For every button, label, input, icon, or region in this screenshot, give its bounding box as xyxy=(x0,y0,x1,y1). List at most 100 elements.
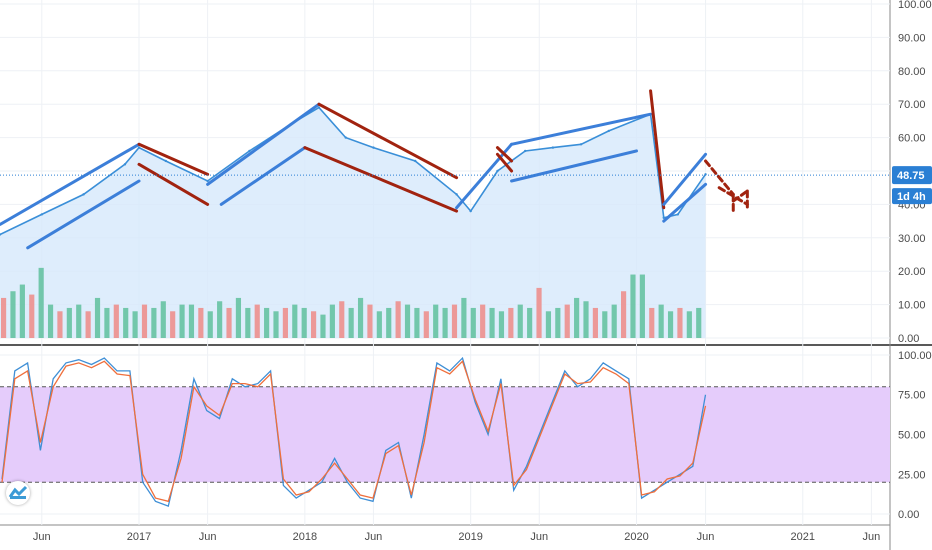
price-tick-label: 70.00 xyxy=(898,99,926,111)
price-tick-label: 60.00 xyxy=(898,133,926,145)
channel-line xyxy=(510,112,653,146)
volume-bar xyxy=(489,307,495,338)
price-tick-label: 10.00 xyxy=(898,300,926,312)
volume-bar xyxy=(29,294,35,338)
price-point xyxy=(607,129,610,133)
channel-line xyxy=(455,142,514,210)
volume-bar xyxy=(339,301,345,338)
volume-bar xyxy=(611,304,617,338)
volume-bar xyxy=(574,297,580,338)
volume-bar xyxy=(592,307,598,338)
price-area-fill xyxy=(0,107,706,338)
volume-bar xyxy=(198,307,204,338)
price-point xyxy=(344,136,347,139)
volume-bar xyxy=(649,307,655,338)
volume-bar xyxy=(320,314,326,338)
volume-bar xyxy=(667,311,674,338)
price-point xyxy=(704,173,707,176)
volume-bar xyxy=(245,307,251,338)
volume-bar xyxy=(104,307,110,338)
stoch-tick-label: 25.00 xyxy=(898,469,926,481)
price-point xyxy=(455,193,458,196)
channel-line xyxy=(662,152,708,206)
price-point xyxy=(82,193,85,196)
volume-bar xyxy=(123,307,129,338)
channel-line xyxy=(510,149,638,183)
time-tick-label: 2020 xyxy=(624,531,648,543)
price-tick-label: 80.00 xyxy=(898,66,926,78)
price-point xyxy=(248,149,251,153)
channel-line xyxy=(206,102,321,186)
volume-bar xyxy=(170,311,176,338)
price-tick-label: 30.00 xyxy=(898,233,926,245)
volume-bar xyxy=(301,307,307,338)
price-area xyxy=(0,107,706,338)
last-price-tag xyxy=(892,166,932,185)
time-tick-label: Jun xyxy=(697,531,715,543)
stoch-tick-label: 75.00 xyxy=(898,390,926,402)
volume-bar xyxy=(292,304,298,338)
price-point xyxy=(137,146,141,149)
price-tick-label: 100.00 xyxy=(898,0,932,11)
volume-bar xyxy=(395,301,401,338)
volume-bar xyxy=(132,311,138,338)
volume-bar xyxy=(217,301,223,338)
volume-bar xyxy=(141,304,148,338)
trend-line xyxy=(495,152,514,173)
price-point xyxy=(0,233,2,236)
volume-bars xyxy=(1,267,702,338)
volume-bar xyxy=(207,311,213,338)
volume-bar xyxy=(113,304,119,338)
volume-bar xyxy=(10,291,16,338)
volume-bar xyxy=(179,304,185,338)
drawing-annotations[interactable] xyxy=(0,89,749,250)
tradingview-logo-icon[interactable] xyxy=(6,481,30,505)
price-point xyxy=(551,146,555,149)
stoch-tick-label: 50.00 xyxy=(898,430,926,442)
volume-bar xyxy=(1,297,7,338)
volume-bar xyxy=(282,307,288,338)
volume-bar xyxy=(658,304,664,338)
volume-bar xyxy=(480,304,486,338)
volume-bar xyxy=(564,304,570,338)
time-tick-label: 2017 xyxy=(127,531,151,543)
volume-bar xyxy=(527,307,533,338)
volume-bar xyxy=(235,297,242,338)
price-tags: 48.75 1d 4h xyxy=(0,166,932,205)
forecast-line xyxy=(704,159,735,196)
price-point xyxy=(414,159,417,163)
price-line xyxy=(0,106,707,236)
volume-bar xyxy=(348,307,354,338)
volume-bar xyxy=(545,311,552,338)
price-point xyxy=(469,209,472,213)
trend-line xyxy=(649,89,666,210)
stoch-tick-label: 0.00 xyxy=(898,509,919,521)
time-tick-label: 2021 xyxy=(791,531,815,543)
time-tick-label: Jun xyxy=(530,531,548,543)
channel-line xyxy=(662,182,708,223)
volume-bar xyxy=(621,291,627,338)
volume-bar xyxy=(386,307,392,338)
price-point xyxy=(164,159,168,163)
volume-bar xyxy=(498,311,505,338)
trend-line xyxy=(137,162,210,206)
time-tick-label: 2018 xyxy=(293,531,317,543)
time-tick-label: 2019 xyxy=(458,531,482,543)
volume-bar xyxy=(264,307,270,338)
volume-bar xyxy=(94,297,101,338)
trend-line xyxy=(495,146,514,163)
volume-bar xyxy=(160,301,166,338)
last-price-value: 48.75 xyxy=(897,170,925,182)
volume-bar xyxy=(630,274,636,338)
volume-bar xyxy=(536,287,542,338)
price-point xyxy=(496,169,499,173)
volume-bar xyxy=(517,304,523,338)
volume-bar xyxy=(226,307,232,338)
volume-bar xyxy=(273,311,279,338)
channel-line xyxy=(0,142,141,226)
trend-line xyxy=(303,146,459,213)
volume-bar xyxy=(414,307,420,338)
volume-bar xyxy=(311,311,317,338)
volume-bar xyxy=(470,307,476,338)
